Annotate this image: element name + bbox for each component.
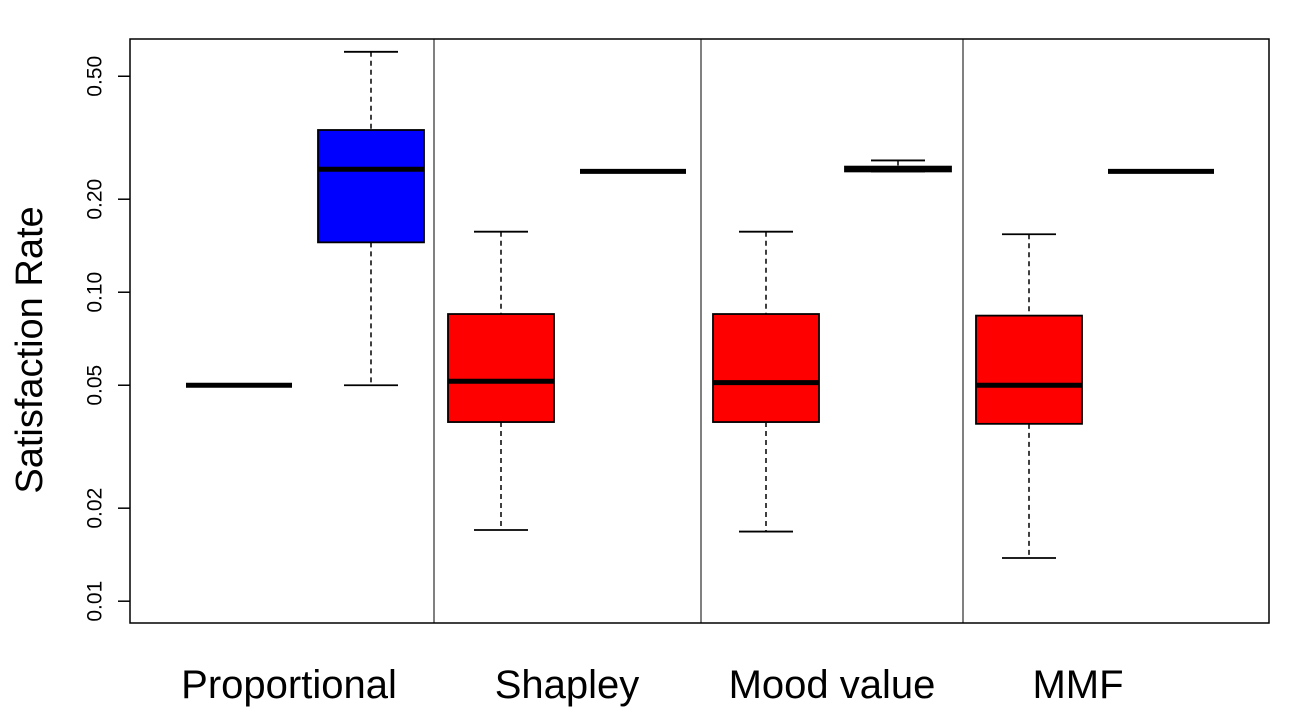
- y-tick-label: 0.01: [84, 581, 107, 622]
- box-mood-value-blue: [844, 159, 952, 173]
- box-mmf-red: [975, 233, 1083, 559]
- y-tick-label: 0.20: [84, 179, 107, 220]
- y-axis: 0.01 0.02 0.05 0.10 0.20 0.50: [84, 56, 130, 622]
- x-category-label: Shapley: [495, 663, 640, 707]
- box-iqr: [447, 313, 555, 423]
- box-iqr: [712, 313, 820, 423]
- group-dividers: [433, 39, 964, 623]
- y-tick-label: 0.02: [84, 488, 107, 529]
- box-proportional-blue: [317, 50, 425, 387]
- x-category-label: MMF: [1032, 663, 1123, 707]
- x-axis-category-labels: Proportional Shapley Mood value MMF: [181, 663, 1123, 707]
- y-tick-label: 0.50: [84, 56, 107, 97]
- box-shapley-red: [447, 230, 555, 531]
- x-category-label: Mood value: [729, 663, 936, 707]
- box-iqr: [975, 314, 1083, 425]
- boxes: [186, 50, 1214, 559]
- box-iqr: [317, 129, 425, 244]
- plot-frame: [129, 38, 1270, 624]
- y-tick-label: 0.05: [84, 365, 107, 406]
- x-category-label: Proportional: [181, 663, 397, 707]
- y-axis-label: Satisfaction Rate: [9, 206, 51, 493]
- y-tick-label: 0.10: [84, 272, 107, 313]
- box-mood-value-red: [712, 230, 820, 533]
